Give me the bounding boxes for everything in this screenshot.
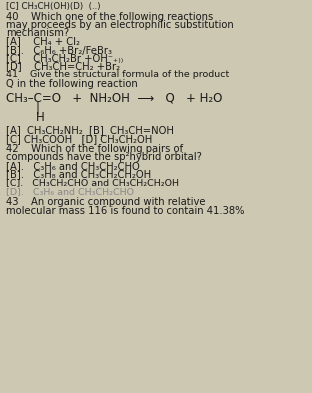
Text: [A]  CH₃CH₂NH₂  [B]  CH₃CH=NOH: [A] CH₃CH₂NH₂ [B] CH₃CH=NOH <box>6 125 174 135</box>
Text: Q in the following reaction: Q in the following reaction <box>6 79 138 88</box>
Text: 40    Which one of the following reactions: 40 Which one of the following reactions <box>6 12 213 22</box>
Text: [A].   C₃H₆ and CH₃CH₂CHO: [A]. C₃H₆ and CH₃CH₂CHO <box>6 161 140 171</box>
Text: |: | <box>36 101 40 114</box>
Text: [C]    CH₃CH₂Br +OH⁻₊₎₎: [C] CH₃CH₂Br +OH⁻₊₎₎ <box>6 53 124 63</box>
Text: may proceeds by an electrophilic substitution: may proceeds by an electrophilic substit… <box>6 20 234 30</box>
Text: [C].   CH₃CH₂CHO and CH₃CH₂CH₂OH: [C]. CH₃CH₂CHO and CH₃CH₂CH₂OH <box>6 178 179 187</box>
Text: [C] CH₃CH(OH)(D)  (..): [C] CH₃CH(OH)(D) (..) <box>6 2 101 11</box>
Text: mechanism?: mechanism? <box>6 28 69 38</box>
Text: CH₃–C=O   +  NH₂OH  ⟶   Q   + H₂O: CH₃–C=O + NH₂OH ⟶ Q + H₂O <box>6 91 223 104</box>
Text: molecular mass 116 is found to contain 41.38%: molecular mass 116 is found to contain 4… <box>6 206 245 215</box>
Text: compounds have the sp²hybrid orbital?: compounds have the sp²hybrid orbital? <box>6 152 202 162</box>
Text: [B].   C₃H₈ and CH₃CH₂CH₂OH: [B]. C₃H₈ and CH₃CH₂CH₂OH <box>6 169 151 179</box>
Text: H: H <box>36 111 45 124</box>
Text: 42    Which of the following pairs of: 42 Which of the following pairs of <box>6 144 183 154</box>
Text: [D]    CH₃CH=CH₂ +Br₂: [D] CH₃CH=CH₂ +Br₂ <box>6 61 120 71</box>
Text: [D].   C₃H₆ and CH₃CH₂CHO: [D]. C₃H₆ and CH₃CH₂CHO <box>6 187 134 196</box>
Text: [A]    CH₄ + Cl₂: [A] CH₄ + Cl₂ <box>6 37 80 46</box>
Text: 43    An organic compound with relative: 43 An organic compound with relative <box>6 197 206 207</box>
Text: [B].   C₆H₆ +Br₂/FeBr₃: [B]. C₆H₆ +Br₂/FeBr₃ <box>6 45 112 55</box>
Text: 41    Give the structural formula of the product: 41 Give the structural formula of the pr… <box>6 70 230 79</box>
Text: [C] CH₃COOH   [D] CH₃CH₂OH: [C] CH₃COOH [D] CH₃CH₂OH <box>6 134 153 143</box>
